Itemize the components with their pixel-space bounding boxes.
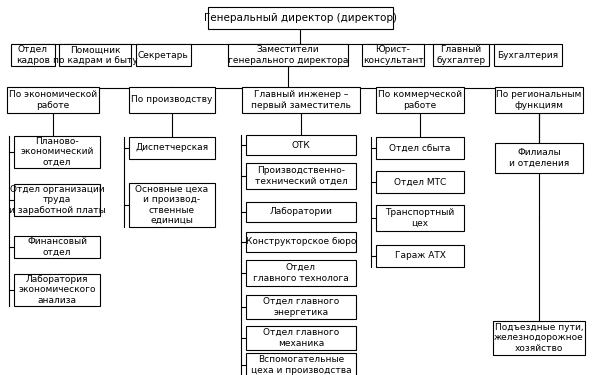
FancyBboxPatch shape [362, 44, 424, 66]
FancyBboxPatch shape [246, 232, 356, 252]
FancyBboxPatch shape [495, 143, 583, 173]
FancyBboxPatch shape [7, 87, 99, 113]
Text: Финансовый
отдел: Финансовый отдел [27, 237, 87, 257]
Text: Конструкторское бюро: Конструкторское бюро [246, 237, 356, 246]
Text: По коммерческой
работе: По коммерческой работе [378, 90, 462, 110]
Text: Юрист-
консультант: Юрист- консультант [362, 45, 424, 65]
Text: Транспортный
цех: Транспортный цех [385, 208, 455, 228]
Text: Главный
бухгалтер: Главный бухгалтер [436, 45, 485, 65]
FancyBboxPatch shape [242, 87, 360, 113]
FancyBboxPatch shape [246, 353, 356, 375]
FancyBboxPatch shape [376, 245, 464, 267]
Text: По производству: По производству [131, 96, 212, 105]
FancyBboxPatch shape [494, 44, 562, 66]
FancyBboxPatch shape [59, 44, 131, 66]
Text: Заместители
генерального директора: Заместители генерального директора [228, 45, 348, 65]
FancyBboxPatch shape [129, 183, 215, 227]
FancyBboxPatch shape [14, 274, 100, 306]
Text: По экономической
работе: По экономической работе [9, 90, 97, 110]
Text: Планово-
экономический
отдел: Планово- экономический отдел [20, 137, 94, 167]
Text: Помощник
по кадрам и быту: Помощник по кадрам и быту [53, 45, 137, 65]
Text: Лаборатория
экономического
анализа: Лаборатория экономического анализа [18, 275, 96, 305]
Text: Отдел МТС: Отдел МТС [394, 177, 446, 186]
FancyBboxPatch shape [376, 205, 464, 231]
FancyBboxPatch shape [246, 163, 356, 189]
Text: Отдел главного
механика: Отдел главного механика [263, 328, 339, 348]
FancyBboxPatch shape [433, 44, 489, 66]
Text: По региональным
функциям: По региональным функциям [496, 90, 581, 110]
Text: Главный инженер –
первый заместитель: Главный инженер – первый заместитель [251, 90, 351, 110]
FancyBboxPatch shape [246, 135, 356, 155]
Text: Основные цеха
и производ-
ственные
единицы: Основные цеха и производ- ственные едини… [136, 185, 209, 225]
Text: Производственно-
технический отдел: Производственно- технический отдел [254, 166, 347, 186]
FancyBboxPatch shape [246, 260, 356, 286]
FancyBboxPatch shape [376, 171, 464, 193]
FancyBboxPatch shape [136, 44, 191, 66]
FancyBboxPatch shape [376, 137, 464, 159]
FancyBboxPatch shape [246, 295, 356, 319]
FancyBboxPatch shape [14, 236, 100, 258]
FancyBboxPatch shape [493, 321, 585, 355]
Text: Секретарь: Секретарь [137, 51, 188, 60]
Text: Отдел главного
энергетика: Отдел главного энергетика [263, 297, 339, 317]
Text: Диспетчерская: Диспетчерская [136, 144, 209, 153]
FancyBboxPatch shape [129, 137, 215, 159]
FancyBboxPatch shape [208, 7, 392, 29]
Text: Лаборатории: Лаборатории [269, 207, 332, 216]
Text: Отдел
главного технолога: Отдел главного технолога [253, 263, 349, 283]
FancyBboxPatch shape [246, 326, 356, 350]
Text: Гараж АТХ: Гараж АТХ [395, 252, 445, 261]
FancyBboxPatch shape [376, 87, 464, 113]
Text: Филиалы
и отделения: Филиалы и отделения [509, 148, 569, 168]
FancyBboxPatch shape [228, 44, 348, 66]
Text: Генеральный директор (директор): Генеральный директор (директор) [203, 13, 397, 23]
Text: Вспомогательные
цеха и производства: Вспомогательные цеха и производства [251, 355, 352, 375]
Text: ОТК: ОТК [292, 141, 310, 150]
FancyBboxPatch shape [495, 87, 583, 113]
FancyBboxPatch shape [14, 136, 100, 168]
Text: Подъездные пути,
железнодорожное
хозяйство: Подъездные пути, железнодорожное хозяйст… [494, 323, 584, 353]
Text: Отдел
кадров: Отдел кадров [16, 45, 50, 65]
Text: Бухгалтерия: Бухгалтерия [497, 51, 559, 60]
Text: Отдел организации
труда
и заработной платы: Отдел организации труда и заработной пла… [8, 185, 106, 215]
Text: Отдел сбыта: Отдел сбыта [389, 144, 451, 153]
FancyBboxPatch shape [14, 184, 100, 216]
FancyBboxPatch shape [246, 202, 356, 222]
FancyBboxPatch shape [11, 44, 55, 66]
FancyBboxPatch shape [129, 87, 215, 113]
